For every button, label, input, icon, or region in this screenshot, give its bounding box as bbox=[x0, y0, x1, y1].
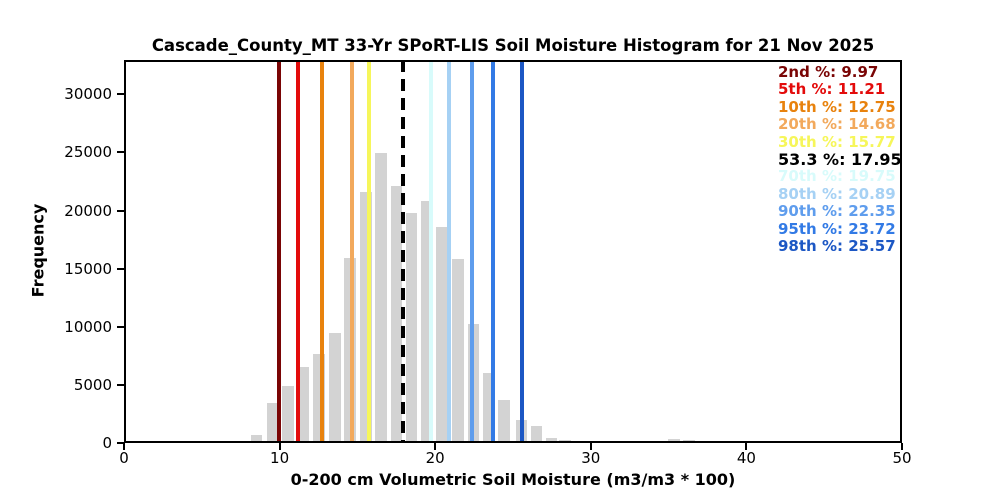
histogram-bar bbox=[329, 332, 341, 443]
y-tick-label: 0 bbox=[102, 434, 112, 452]
percentile-line-90th bbox=[469, 60, 474, 443]
legend-entry-5th: 5th %: 11.21 bbox=[778, 80, 886, 99]
y-tick-label: 20000 bbox=[64, 201, 112, 220]
y-tick-label: 5000 bbox=[73, 375, 112, 394]
y-tick-mark bbox=[117, 209, 124, 212]
percentile-line-70th bbox=[429, 60, 434, 443]
legend-entry-2nd: 2nd %: 9.97 bbox=[778, 63, 879, 81]
y-tick-mark bbox=[117, 383, 124, 386]
legend-entry-95th: 95th %: 23.72 bbox=[778, 219, 896, 238]
x-tick-mark bbox=[123, 443, 125, 450]
x-tick-mark bbox=[901, 443, 903, 450]
x-tick-label: 0 bbox=[119, 449, 129, 467]
plot-border bbox=[124, 60, 902, 443]
y-tick-label: 10000 bbox=[64, 317, 112, 336]
x-tick-mark bbox=[434, 443, 437, 450]
x-axis-label: 0-200 cm Volumetric Soil Moisture (m3/m3… bbox=[290, 470, 736, 489]
histogram-bar bbox=[297, 367, 310, 443]
histogram-bar bbox=[375, 152, 387, 443]
y-tick-mark bbox=[117, 325, 124, 328]
y-tick-mark bbox=[117, 151, 124, 154]
x-tick-mark bbox=[745, 443, 748, 450]
histogram-bar bbox=[344, 258, 356, 443]
histogram-bar bbox=[435, 226, 448, 443]
percentile-line-95th bbox=[491, 60, 496, 443]
y-tick-label: 25000 bbox=[64, 143, 112, 162]
x-tick-label: 30 bbox=[581, 449, 601, 467]
y-tick-mark bbox=[117, 267, 124, 270]
y-axis-label: Frequency bbox=[28, 203, 48, 298]
percentile-line-53.3 bbox=[401, 60, 406, 443]
histogram-bar bbox=[545, 438, 558, 443]
x-tick-mark bbox=[278, 443, 281, 450]
y-tick-label: 30000 bbox=[64, 85, 112, 104]
x-tick-label: 10 bbox=[270, 449, 290, 467]
histogram-bar bbox=[498, 399, 510, 443]
legend-entry-80th: 80th %: 20.89 bbox=[778, 184, 896, 203]
x-tick-mark bbox=[589, 443, 592, 450]
histogram-bar bbox=[390, 185, 403, 443]
percentile-line-30th bbox=[367, 60, 372, 443]
y-tick-mark bbox=[117, 93, 124, 96]
histogram-bar bbox=[267, 402, 279, 443]
legend-entry-10th: 10th %: 12.75 bbox=[778, 97, 896, 116]
chart-title: Cascade_County_MT 33-Yr SPoRT-LIS Soil M… bbox=[151, 36, 875, 55]
histogram-bar bbox=[405, 212, 418, 443]
percentile-legend: 2nd %: 9.97 5th %: 11.21 10th %: 12.75 20th… bbox=[778, 63, 902, 256]
legend-entry-30th: 30th %: 15.77 bbox=[778, 132, 896, 151]
legend-entry-90th: 90th %: 22.35 bbox=[778, 202, 896, 221]
x-tick-label: 50 bbox=[892, 449, 912, 467]
histogram-bar bbox=[282, 385, 294, 443]
percentile-line-2nd bbox=[277, 60, 282, 443]
histogram-bar bbox=[420, 200, 433, 443]
percentile-line-10th bbox=[320, 60, 325, 443]
legend-entry-70th: 70th %: 19.75 bbox=[778, 167, 896, 186]
x-tick-label: 40 bbox=[736, 449, 756, 467]
histogram-bar bbox=[530, 425, 543, 443]
legend-entry-53.3: 53.3 %: 17.95 bbox=[778, 150, 902, 170]
percentile-line-5th bbox=[296, 60, 301, 443]
histogram-bar bbox=[313, 354, 325, 443]
legend-entry-98th: 98th %: 25.57 bbox=[778, 237, 896, 256]
y-tick-label: 15000 bbox=[64, 259, 112, 278]
percentile-line-80th bbox=[447, 60, 451, 443]
histogram-bar bbox=[360, 191, 372, 443]
percentile-line-98th bbox=[519, 60, 524, 443]
x-tick-label: 20 bbox=[425, 449, 445, 467]
histogram-bar bbox=[452, 259, 464, 443]
histogram-bar bbox=[482, 373, 495, 443]
y-tick-mark bbox=[117, 442, 124, 444]
legend-entry-20th: 20th %: 14.68 bbox=[778, 115, 896, 134]
percentile-line-20th bbox=[350, 60, 355, 443]
histogram-bar bbox=[250, 435, 262, 443]
